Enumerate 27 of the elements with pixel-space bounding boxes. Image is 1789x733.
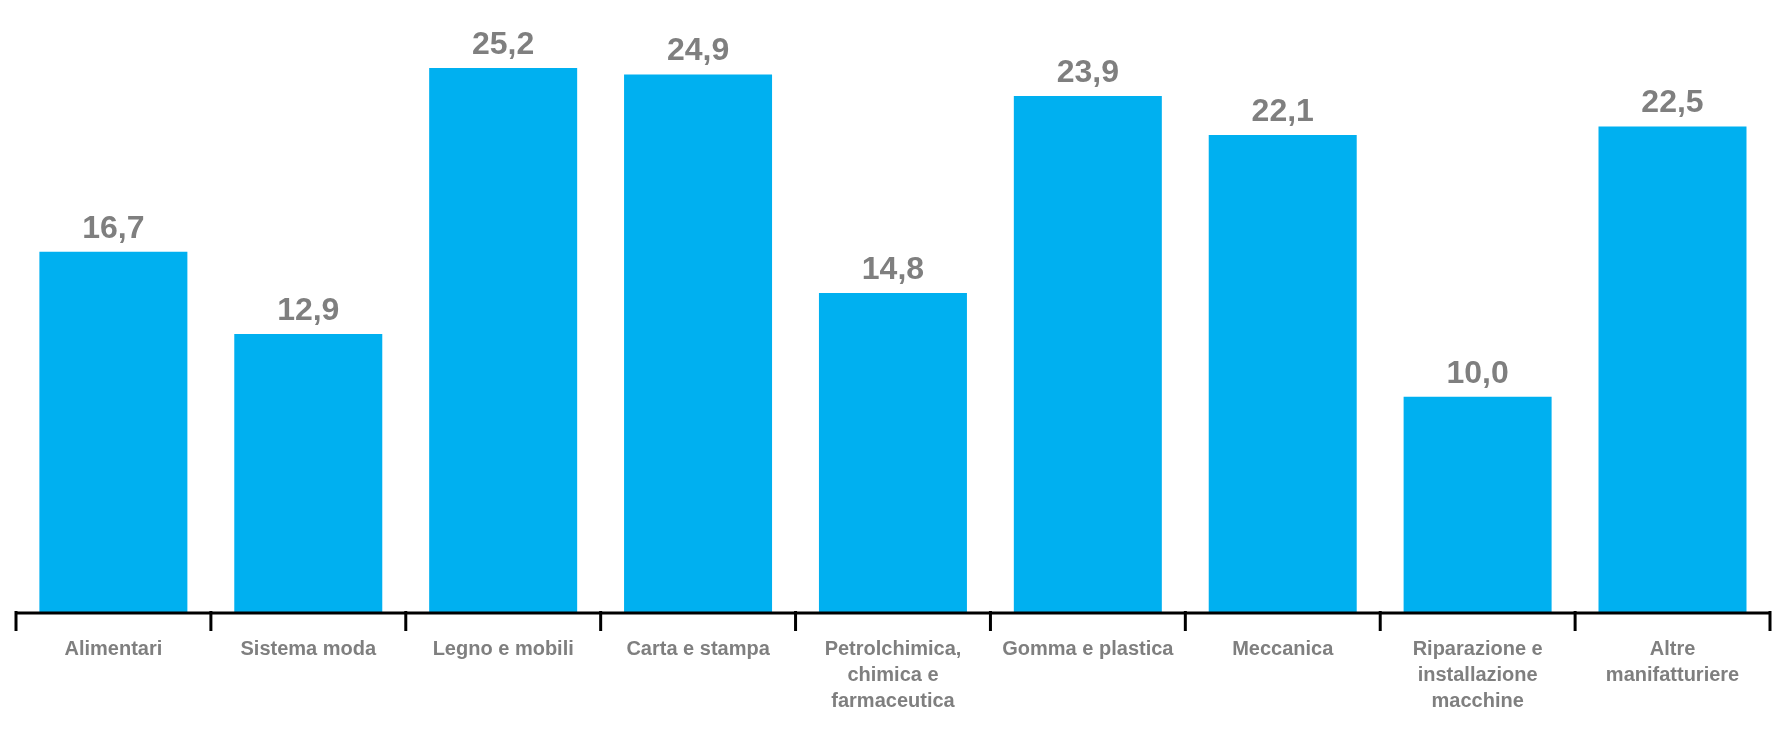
- x-tick-label: Carta e stampa: [626, 637, 771, 659]
- bar: [1208, 135, 1357, 613]
- data-label: 24,9: [666, 31, 730, 68]
- bar: [234, 334, 383, 613]
- data-label: 12,9: [277, 291, 340, 328]
- data-label: 23,9: [1056, 53, 1119, 90]
- x-tick-label: Alimentari: [64, 637, 163, 659]
- data-label: 22,5: [1641, 83, 1704, 120]
- x-tick-label: Gomma e plastica: [1002, 637, 1175, 659]
- bar: [624, 74, 773, 613]
- data-label: 10,0: [1446, 353, 1509, 390]
- x-tick-label: Petrolchimica, chimica e farmaceutica: [824, 637, 962, 711]
- x-tick-label: Altre manifatturiere: [1605, 637, 1740, 685]
- bar: [818, 292, 967, 613]
- bar: [39, 251, 188, 613]
- data-label: 25,2: [472, 25, 535, 61]
- data-label: 16,7: [82, 208, 145, 245]
- bar: [429, 68, 578, 613]
- x-tick-label: Sistema moda: [240, 637, 378, 659]
- bar: [1013, 96, 1162, 613]
- data-label: 22,1: [1251, 92, 1314, 129]
- x-tick-label: Legno e mobili: [432, 637, 574, 659]
- x-tick-label: Meccanica: [1232, 637, 1335, 659]
- data-label: 14,8: [861, 249, 925, 286]
- bar: [1598, 126, 1747, 613]
- bar: [1403, 396, 1552, 613]
- x-tick-label: Riparazione e installazione macchine: [1412, 637, 1543, 711]
